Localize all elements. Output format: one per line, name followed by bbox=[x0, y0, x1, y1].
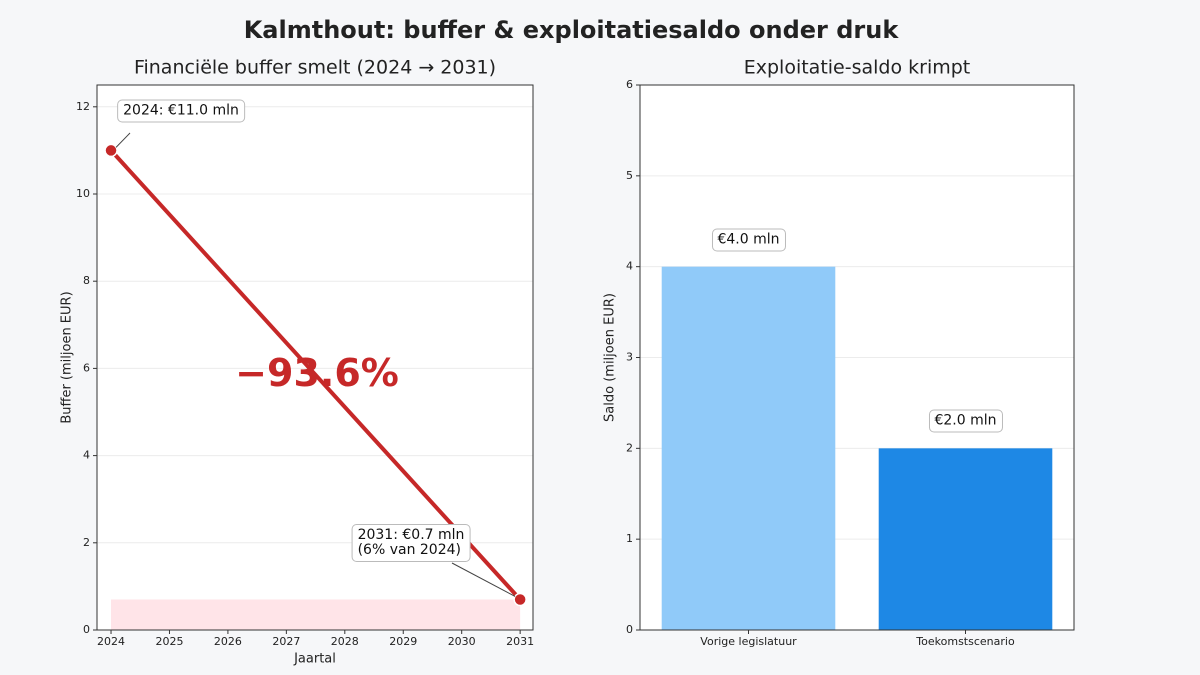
x-tick-label: 2027 bbox=[272, 635, 300, 648]
y-tick-label: 0 bbox=[83, 623, 90, 636]
plot-border bbox=[96, 84, 534, 631]
change-annotation: −93.6% bbox=[235, 351, 399, 395]
x-tick-label: 2024 bbox=[97, 635, 125, 648]
subplot-title: Financiële buffer smelt (2024 → 2031) bbox=[134, 57, 496, 79]
x-tick-label: 2028 bbox=[331, 635, 359, 648]
y-tick-label: 4 bbox=[83, 449, 90, 462]
point bbox=[104, 143, 118, 158]
y-axis-label: Buffer (miljoen EUR) bbox=[60, 291, 75, 423]
x-tick-label: 2025 bbox=[155, 635, 183, 648]
figure-title: Kalmthout: buffer & exploitatiesaldo ond… bbox=[244, 16, 900, 44]
y-tick-label: 4 bbox=[626, 260, 633, 273]
y-tick-label: 1 bbox=[626, 532, 633, 545]
plot-border bbox=[639, 84, 1075, 631]
x-tick-label: 2031 bbox=[506, 635, 534, 648]
y-tick-label: 5 bbox=[626, 169, 633, 182]
annotation-arrow bbox=[451, 562, 516, 597]
value-label: 2031: €0.7 mln (6% van 2024) bbox=[351, 524, 471, 562]
y-tick-label: 2 bbox=[83, 536, 90, 549]
annotation-arrow bbox=[115, 132, 131, 148]
y-tick-label: 10 bbox=[76, 187, 90, 200]
y-tick-label: 3 bbox=[626, 351, 633, 364]
x-tick-label: Vorige legislatuur bbox=[700, 635, 797, 648]
point bbox=[513, 592, 527, 607]
bar bbox=[661, 266, 836, 630]
bar bbox=[878, 448, 1053, 630]
value-label: €4.0 mln bbox=[711, 228, 786, 252]
y-tick-label: 0 bbox=[626, 623, 633, 636]
y-tick-label: 6 bbox=[626, 78, 633, 91]
y-tick-label: 6 bbox=[83, 361, 90, 374]
value-label: €2.0 mln bbox=[928, 409, 1003, 433]
x-axis-label: Jaartal bbox=[293, 652, 336, 667]
subplot-title: Exploitatie-saldo krimpt bbox=[744, 57, 971, 79]
x-tick-label: 2030 bbox=[448, 635, 476, 648]
low-band bbox=[111, 599, 521, 630]
y-tick-label: 2 bbox=[626, 441, 633, 454]
x-tick-label: 2026 bbox=[214, 635, 242, 648]
value-label: 2024: €11.0 mln bbox=[117, 99, 245, 123]
x-tick-label: 2029 bbox=[389, 635, 417, 648]
y-axis-label: Saldo (miljoen EUR) bbox=[603, 293, 618, 422]
x-tick-label: Toekomstscenario bbox=[915, 635, 1015, 648]
y-tick-label: 12 bbox=[76, 100, 90, 113]
y-tick-label: 8 bbox=[83, 274, 90, 287]
